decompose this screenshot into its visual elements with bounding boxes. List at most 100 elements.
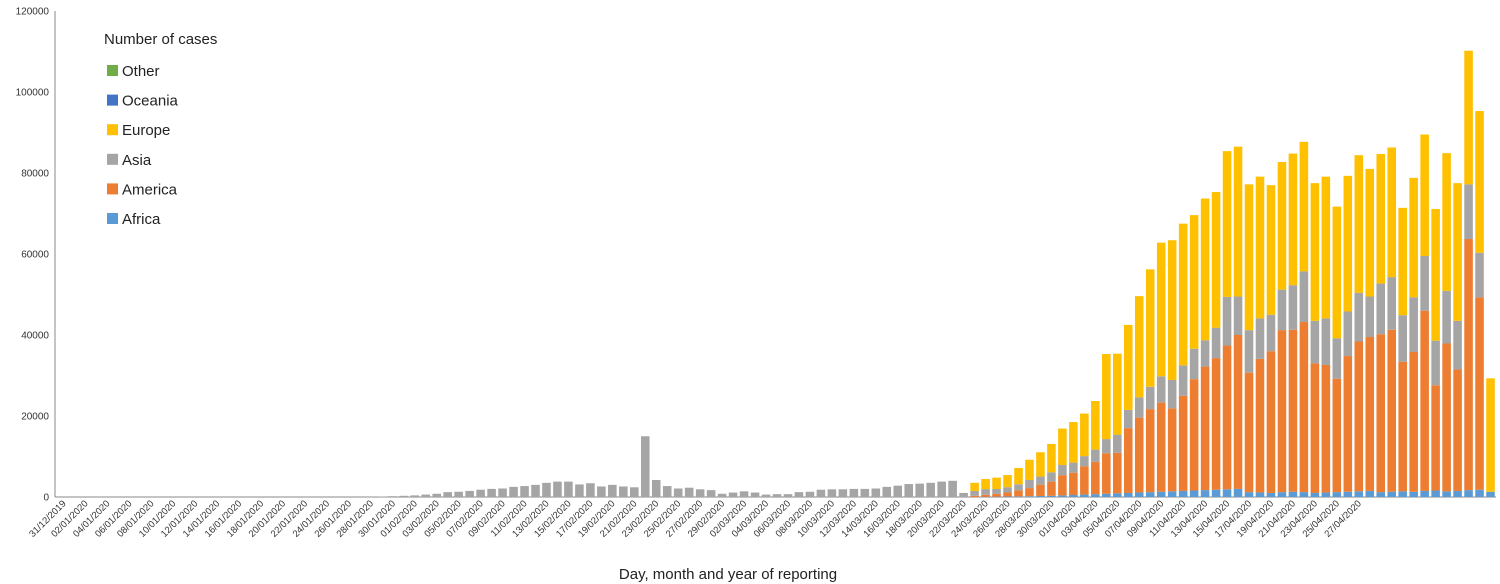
bar-segment-africa (1299, 492, 1309, 497)
bar-segment-asia (1189, 348, 1199, 380)
bar-segment-asia (1464, 184, 1473, 240)
legend: Number of cases Other Oceania Europe Asia Am… (104, 31, 217, 228)
bar-segment-europe (1123, 324, 1133, 410)
legend-swatch-europe (107, 124, 118, 136)
bar-segment-europe (1442, 153, 1451, 291)
bar-segment-africa (1211, 489, 1221, 497)
bar-segment-europe (1167, 240, 1177, 380)
bar-segment-america (1321, 364, 1331, 493)
bar-segment-america (1376, 334, 1386, 493)
bar-segment-asia (443, 492, 452, 497)
bar-segment-europe (1376, 153, 1386, 284)
bar-segment-asia (706, 490, 716, 497)
bar-segment-asia (454, 491, 463, 497)
bar-segment-asia (531, 484, 540, 497)
bar-segment-europe (1222, 151, 1232, 297)
bar-segment-europe (1475, 111, 1484, 253)
bar-segment-asia (882, 486, 892, 498)
bar-segment-africa (1420, 490, 1429, 497)
bar-segment-africa (1145, 492, 1155, 497)
bar-segment-asia (553, 481, 562, 497)
bar-segment-africa (1244, 492, 1254, 497)
bar-segment-asia (640, 436, 650, 497)
bar-segment-america (1036, 484, 1045, 496)
bar-segment-asia (695, 489, 705, 497)
legend-label-oceania: Oceania (122, 93, 179, 110)
bar-segment-africa (1069, 494, 1078, 497)
bar-segment-asia (1102, 439, 1111, 454)
bar-segment-europe (1211, 192, 1221, 328)
legend-swatch-oceania (107, 94, 118, 106)
bar-segment-africa (1233, 488, 1243, 497)
bar-segment-america (1178, 395, 1188, 491)
bar-segment-america (1277, 330, 1287, 493)
bar-segment-europe (1266, 185, 1276, 315)
bar-segment-europe (1233, 146, 1243, 297)
bar-segment-asia (1222, 296, 1232, 346)
bar-segment-asia (937, 481, 946, 497)
bar-segment-asia (1178, 365, 1188, 396)
bar-segment-africa (1409, 491, 1418, 497)
bar-segment-america (1387, 329, 1396, 492)
bar-segment-asia (1058, 465, 1067, 476)
bar-segment-america (1343, 356, 1353, 492)
bar-segment-europe (1332, 206, 1342, 339)
bar-segment-asia (783, 494, 793, 497)
y-tick-label: 120000 (16, 7, 50, 18)
bar-segment-europe (1310, 183, 1320, 321)
bar-segment-europe (1102, 354, 1111, 440)
bar-segment-asia (630, 487, 639, 497)
bar-segment-europe (1047, 443, 1056, 473)
bar-segment-africa (1222, 489, 1232, 497)
bar-segment-america (1310, 363, 1320, 493)
bar-segment-america (1069, 472, 1078, 495)
bar-segment-asia (1431, 340, 1440, 386)
bar-segment-america (1233, 335, 1243, 489)
bar-segment-europe (1025, 459, 1034, 480)
bar-segment-europe (981, 478, 990, 490)
bar-segment-europe (1365, 168, 1375, 297)
bar-segment-africa (1189, 490, 1199, 497)
bar-segment-africa (1134, 492, 1144, 497)
bar-segment-asia (717, 493, 727, 497)
bar-segment-asia (1244, 330, 1254, 373)
bar-segment-asia (860, 488, 870, 497)
bar-segment-asia (1233, 296, 1243, 335)
bar-segment-asia (673, 488, 683, 497)
bar-segment-africa (1365, 490, 1375, 497)
y-tick-label: 80000 (21, 169, 49, 180)
legend-label-africa: Africa (122, 211, 161, 228)
bar-segment-asia (992, 488, 1001, 494)
bars (366, 50, 1495, 498)
bar-segment-asia (1047, 472, 1056, 482)
bar-segment-asia (465, 490, 474, 497)
bar-segment-asia (564, 481, 573, 497)
bar-segment-asia (1475, 252, 1484, 298)
bar-segment-asia (816, 489, 826, 497)
bar-segment-asia (926, 482, 935, 497)
bar-segment-europe (1036, 452, 1045, 477)
bar-segment-america (1211, 358, 1221, 490)
bar-segment-africa (1025, 496, 1034, 497)
bar-segment-africa (1431, 490, 1440, 497)
bar-segment-asia (586, 483, 595, 497)
bar-segment-america (992, 493, 1001, 497)
bar-segment-africa (1102, 493, 1111, 497)
bar-segment-asia (1398, 315, 1407, 362)
bar-segment-europe (1244, 184, 1254, 331)
bar-segment-africa (1178, 490, 1188, 497)
bar-segment-africa (1354, 491, 1364, 497)
bar-segment-africa (1486, 491, 1495, 497)
bar-segment-africa (1255, 492, 1265, 497)
bar-segment-asia (1332, 338, 1342, 379)
bar-segment-asia (1299, 271, 1309, 323)
bar-segment-africa (1047, 495, 1056, 497)
bar-segment-asia (1266, 314, 1276, 352)
bar-segment-asia (1255, 318, 1265, 359)
bar-segment-america (1222, 345, 1232, 490)
bar-segment-asia (1069, 462, 1078, 473)
bar-segment-europe (1420, 134, 1429, 257)
bar-segment-asia (1036, 476, 1045, 485)
bar-segment-europe (992, 477, 1001, 489)
bar-segment-europe (970, 482, 979, 491)
